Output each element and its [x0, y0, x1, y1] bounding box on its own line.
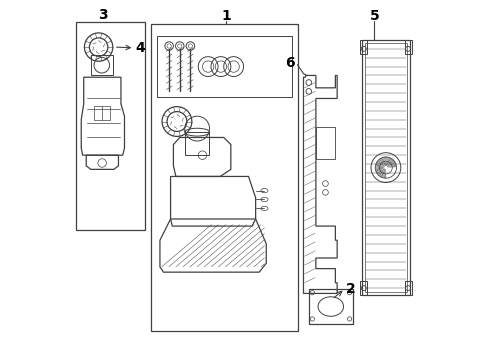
Bar	[309, 289, 353, 324]
Bar	[75, 22, 145, 230]
Bar	[91, 55, 113, 76]
Text: 3: 3	[98, 8, 108, 22]
Text: 5: 5	[369, 9, 379, 23]
Text: 1: 1	[221, 9, 231, 23]
Bar	[95, 105, 110, 120]
Bar	[316, 127, 335, 159]
Bar	[405, 40, 412, 54]
Bar	[365, 43, 407, 292]
Bar	[157, 36, 293, 97]
Bar	[362, 40, 410, 295]
Bar	[151, 24, 298, 330]
Text: 6: 6	[286, 56, 295, 70]
Text: 4: 4	[135, 41, 145, 55]
Bar	[360, 40, 368, 54]
Bar	[405, 281, 412, 295]
Bar	[360, 281, 368, 295]
Bar	[185, 132, 209, 155]
Text: 2: 2	[346, 282, 356, 296]
